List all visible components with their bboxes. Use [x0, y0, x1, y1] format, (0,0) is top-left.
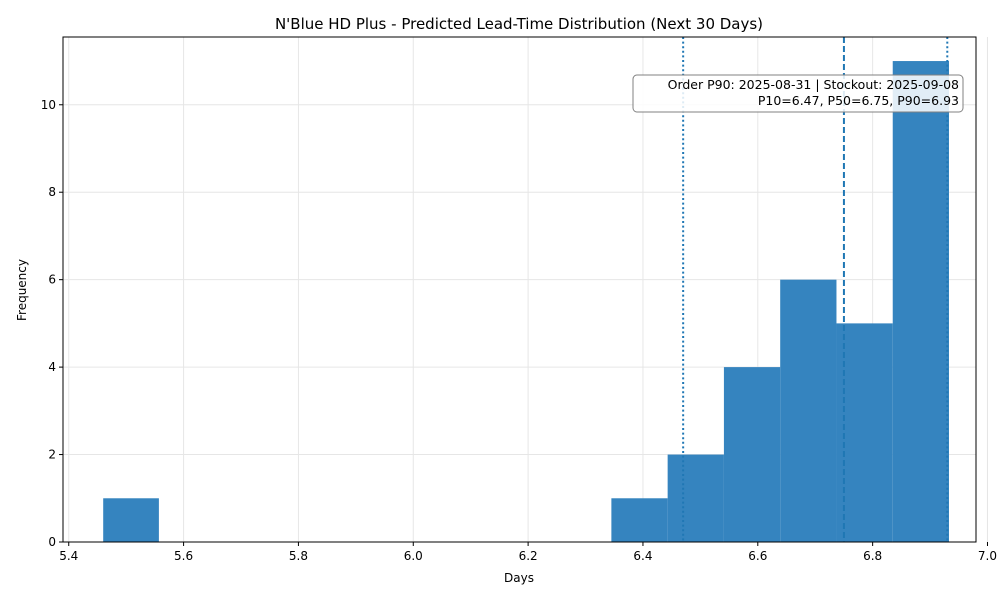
- percentile-annotation-box: Order P90: 2025-08-31 | Stockout: 2025-0…: [632, 74, 964, 113]
- histogram-bar: [667, 454, 724, 542]
- histogram-bar: [723, 367, 781, 542]
- x-tick-label: 6.4: [633, 549, 652, 563]
- x-axis-ticks: 5.4 5.6 5.8 6.0 6.2 6.4 6.6 6.8 7.0: [59, 542, 997, 563]
- x-tick-label: 5.4: [59, 549, 78, 563]
- x-tick-label: 5.6: [174, 549, 193, 563]
- y-tick-label: 10: [41, 98, 56, 112]
- x-tick-label: 7.0: [978, 549, 997, 563]
- y-tick-label: 6: [48, 273, 56, 287]
- annotation-line-2: P10=6.47, P50=6.75, P90=6.93: [758, 93, 959, 108]
- x-tick-label: 6.0: [404, 549, 423, 563]
- y-axis-label: Frequency: [15, 259, 29, 321]
- annotation-line-1: Order P90: 2025-08-31 | Stockout: 2025-0…: [668, 77, 959, 92]
- x-tick-label: 6.8: [863, 549, 882, 563]
- histogram-bar: [103, 498, 159, 542]
- y-tick-label: 0: [48, 535, 56, 549]
- histogram-bar: [836, 323, 893, 542]
- y-tick-label: 8: [48, 185, 56, 199]
- x-axis-label: Days: [504, 571, 534, 585]
- x-tick-label: 5.8: [289, 549, 308, 563]
- x-tick-label: 6.6: [748, 549, 767, 563]
- plot-frame: [62, 36, 977, 543]
- y-tick-label: 4: [48, 360, 56, 374]
- annotation-box-border: [632, 74, 964, 113]
- chart-title: N'Blue HD Plus - Predicted Lead-Time Dis…: [275, 15, 763, 33]
- y-tick-label: 2: [48, 448, 56, 462]
- reference-lines: [682, 37, 949, 542]
- histogram-bar: [780, 279, 837, 542]
- histogram-bar: [892, 61, 950, 543]
- histogram-bar: [611, 498, 668, 542]
- histogram-bars: [103, 61, 950, 543]
- y-axis-ticks: 0 2 4 6 8 10: [41, 98, 63, 549]
- x-tick-label: 6.2: [519, 549, 538, 563]
